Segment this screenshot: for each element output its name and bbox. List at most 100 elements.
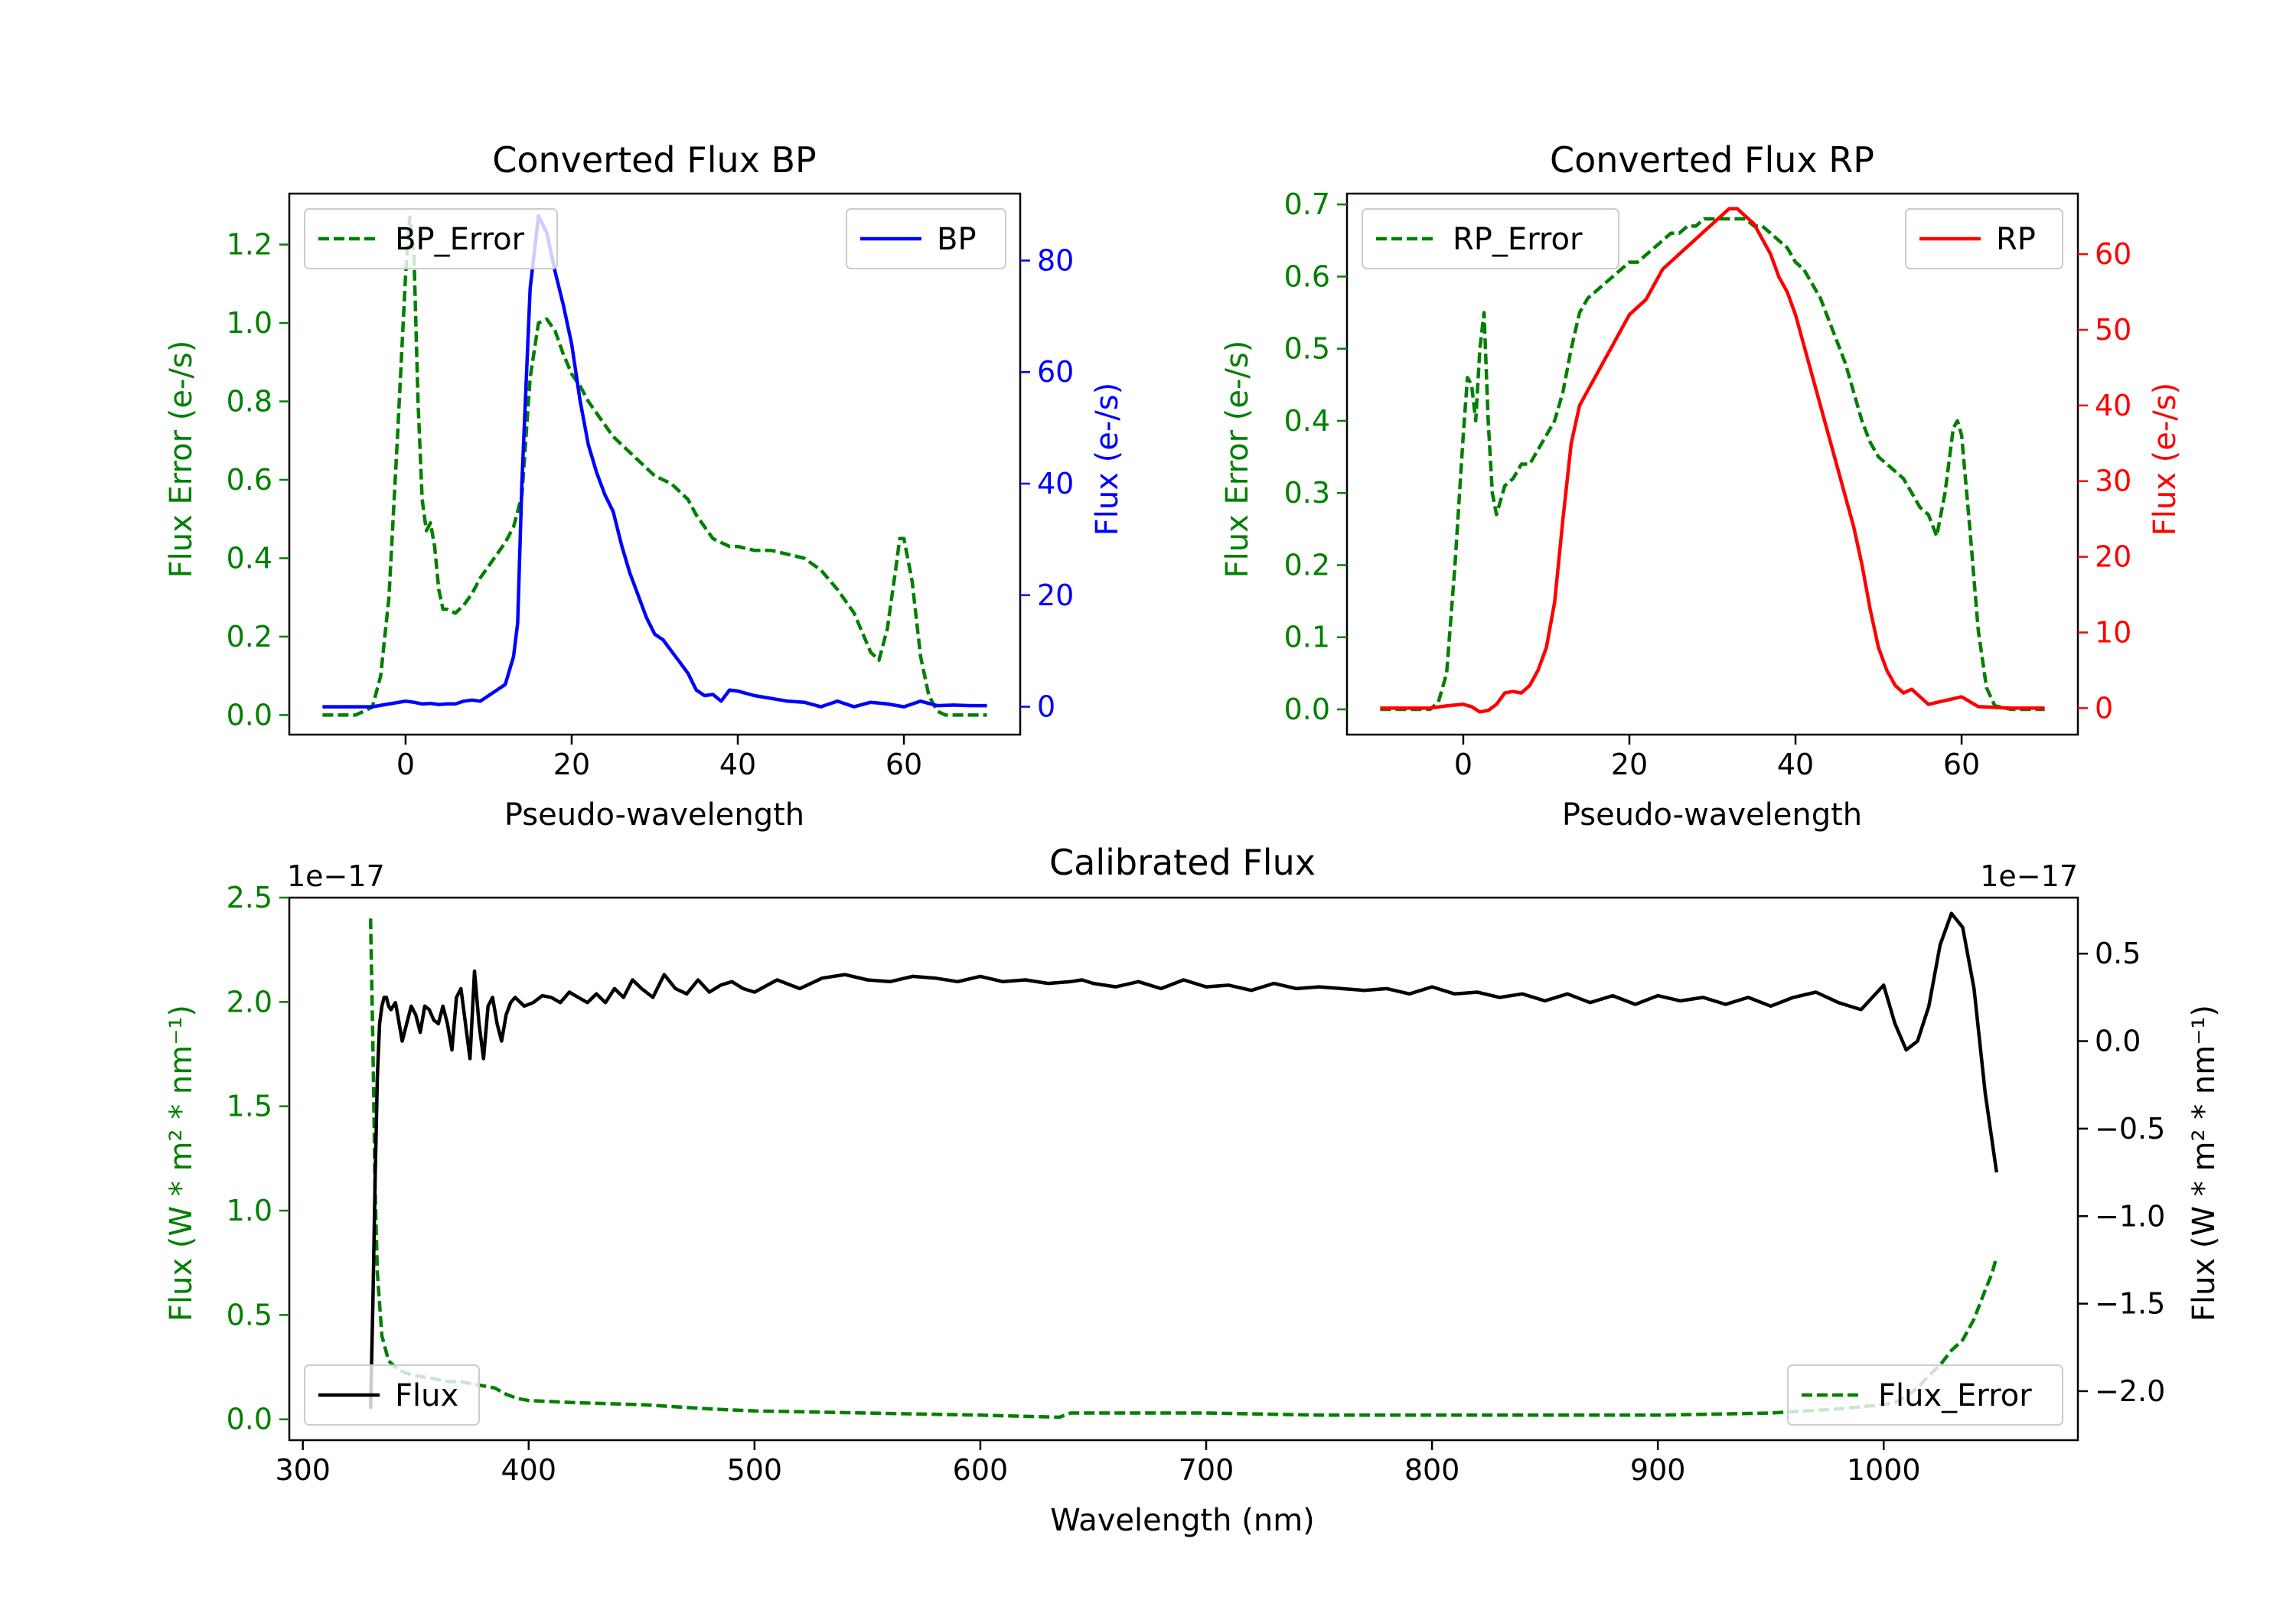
rp-left-y-tick-label: 0.7 (1284, 187, 1330, 221)
rp-x-tick-label: 60 (1943, 748, 1980, 781)
calibrated-right-y-tick-label: −1.0 (2095, 1199, 2165, 1233)
bp-right-y-tick-label: 60 (1037, 355, 1074, 389)
calibrated-right-y-tick-label: −1.5 (2095, 1287, 2165, 1321)
rp-left-y-tick-label: 0.6 (1284, 259, 1330, 293)
rp-title: Converted Flux RP (1550, 139, 1874, 181)
bp-legend-right-label: BP (937, 222, 977, 257)
bp-series-bp-error (322, 215, 987, 717)
calibrated-left-y-tick-label: 0.0 (227, 1403, 272, 1436)
calibrated-x-tick-label: 300 (275, 1453, 331, 1487)
bp-x-tick-label: 20 (553, 748, 590, 781)
calibrated-left-y-tick-label: 1.0 (227, 1194, 272, 1227)
bp-left-y-tick-label: 0.4 (227, 541, 272, 575)
calibrated-x-tick-label: 600 (953, 1453, 1009, 1487)
rp-legend-right-box (1905, 208, 2063, 269)
bp-x-tick-label: 0 (396, 748, 415, 781)
bp-title: Converted Flux BP (492, 139, 817, 181)
calibrated-x-tick-label: 700 (1179, 1453, 1234, 1487)
rp-left-y-tick-label: 0.1 (1284, 621, 1330, 654)
rp-series-rp (1380, 207, 2045, 714)
rp-legend-left: RP_Error (1362, 208, 1619, 269)
rp-right-y-tick-label: 0 (2095, 691, 2113, 725)
calibrated-right-y-tick-label: −2.0 (2095, 1374, 2165, 1408)
bp-left-y-tick-label: 0.8 (227, 385, 272, 419)
calibrated-legend-right-label: Flux_Error (1878, 1378, 2032, 1413)
calibrated-right-y-tick-label: −0.5 (2095, 1112, 2165, 1146)
rp-legend-right-label: RP (1996, 222, 2036, 257)
rp-plot-frame (1345, 192, 2079, 736)
rp-left-y-tick-label: 0.2 (1284, 548, 1330, 582)
rp-right-y-tick-label: 20 (2095, 540, 2131, 574)
calibrated-legend-left-label: Flux (395, 1378, 458, 1413)
rp-right-axis-label: Flux (e-/s) (2148, 383, 2183, 536)
calibrated-series-flux-error (368, 918, 1998, 1420)
rp-x-axis-label: Pseudo-wavelength (1562, 797, 1862, 833)
bp-x-tick-label: 60 (885, 748, 922, 781)
rp-x-tick-label: 40 (1777, 748, 1814, 781)
bp-left-y-tick-label: 0.0 (227, 698, 272, 732)
rp-legend-right: RP (1905, 208, 2063, 269)
rp-right-y-tick-label: 50 (2095, 313, 2131, 347)
calibrated-x-tick-label: 500 (727, 1453, 783, 1487)
calibrated-x-tick-label: 400 (501, 1453, 557, 1487)
calibrated-left-y-tick-label: 1.5 (227, 1090, 272, 1123)
rp-right-y-tick-label: 40 (2095, 389, 2131, 422)
bp-legend-left: BP_Error (304, 208, 558, 269)
calibrated-plot-frame (288, 896, 2079, 1442)
rp-left-y-tick-label: 0.5 (1284, 332, 1330, 366)
bp-left-y-tick-label: 1.0 (227, 306, 272, 340)
calibrated-right-y-tick-label: 0.5 (2095, 937, 2141, 970)
bp-right-y-tick-label: 80 (1037, 243, 1074, 277)
rp-left-axis-label: Flux Error (e-/s) (1220, 341, 1255, 579)
calibrated-x-tick-label: 800 (1404, 1453, 1460, 1487)
calibrated-x-axis-label: Wavelength (nm) (1050, 1503, 1315, 1538)
rp-x-tick-label: 0 (1454, 748, 1473, 781)
calibrated-series-flux (368, 911, 1999, 1409)
rp-right-y-tick-label: 30 (2095, 464, 2131, 498)
bp-right-y-tick-label: 20 (1037, 579, 1074, 612)
bp-legend-left-label: BP_Error (395, 222, 525, 257)
bp-right-y-tick-label: 40 (1037, 467, 1074, 500)
rp-legend-left-box (1362, 208, 1619, 269)
calibrated-x-tick-label: 900 (1630, 1453, 1686, 1487)
rp-series-rp-error (1380, 217, 2045, 712)
calibrated-right-y-tick-label: 0.0 (2095, 1025, 2141, 1058)
bp-left-axis-label: Flux Error (e-/s) (164, 341, 199, 579)
rp-left-y-tick-label: 0.3 (1284, 476, 1330, 510)
bp-legend-right-box (846, 208, 1006, 269)
bp-series-bp (322, 214, 987, 709)
calibrated-left-offset-label: 1e−17 (287, 859, 385, 893)
rp-x-tick-label: 20 (1611, 748, 1648, 781)
calibrated-title: Calibrated Flux (1049, 842, 1316, 883)
calibrated-legend-left: Flux (304, 1364, 480, 1426)
rp-legend-left-label: RP_Error (1453, 222, 1583, 257)
bp-x-axis-label: Pseudo-wavelength (504, 797, 804, 833)
calibrated-x-tick-label: 1000 (1847, 1453, 1921, 1487)
calibrated-left-axis-label: Flux (W * m² * nm⁻¹) (164, 1005, 199, 1322)
bp-legend-left-box (304, 208, 558, 269)
bp-plot-frame (288, 192, 1022, 736)
calibrated-left-y-tick-label: 2.0 (227, 985, 272, 1019)
bp-right-y-tick-label: 0 (1037, 690, 1055, 724)
bp-x-tick-label: 40 (719, 748, 756, 781)
calibrated-right-axis-label: Flux (W * m² * nm⁻¹) (2187, 1005, 2222, 1322)
calibrated-panel: Calibrated Flux Wavelength (nm) Flux (W … (164, 842, 2222, 1538)
rp-left-y-tick-label: 0.0 (1284, 693, 1330, 726)
bp-left-y-tick-label: 0.6 (227, 463, 272, 497)
rp-left-y-tick-label: 0.4 (1284, 404, 1330, 438)
rp-right-y-tick-label: 60 (2095, 237, 2131, 271)
calibrated-right-offset-label: 1e−17 (1980, 859, 2078, 893)
bp-left-y-tick-label: 0.2 (227, 620, 272, 654)
calibrated-left-y-tick-label: 0.5 (227, 1298, 272, 1332)
bp-left-y-tick-label: 1.2 (227, 228, 272, 262)
calibrated-left-y-tick-label: 2.5 (227, 881, 272, 914)
calibrated-legend-right: Flux_Error (1787, 1364, 2063, 1426)
bp-right-axis-label: Flux (e-/s) (1090, 383, 1125, 536)
rp-right-y-tick-label: 10 (2095, 616, 2131, 650)
bp-legend-right: BP (846, 208, 1006, 269)
calibrated-legend-right-box (1787, 1364, 2063, 1426)
calibrated-legend-left-box (304, 1364, 480, 1426)
bp-panel: Converted Flux BP Pseudo-wavelength Flux… (164, 139, 1125, 833)
rp-panel: Converted Flux RP Pseudo-wavelength Flux… (1220, 139, 2183, 833)
